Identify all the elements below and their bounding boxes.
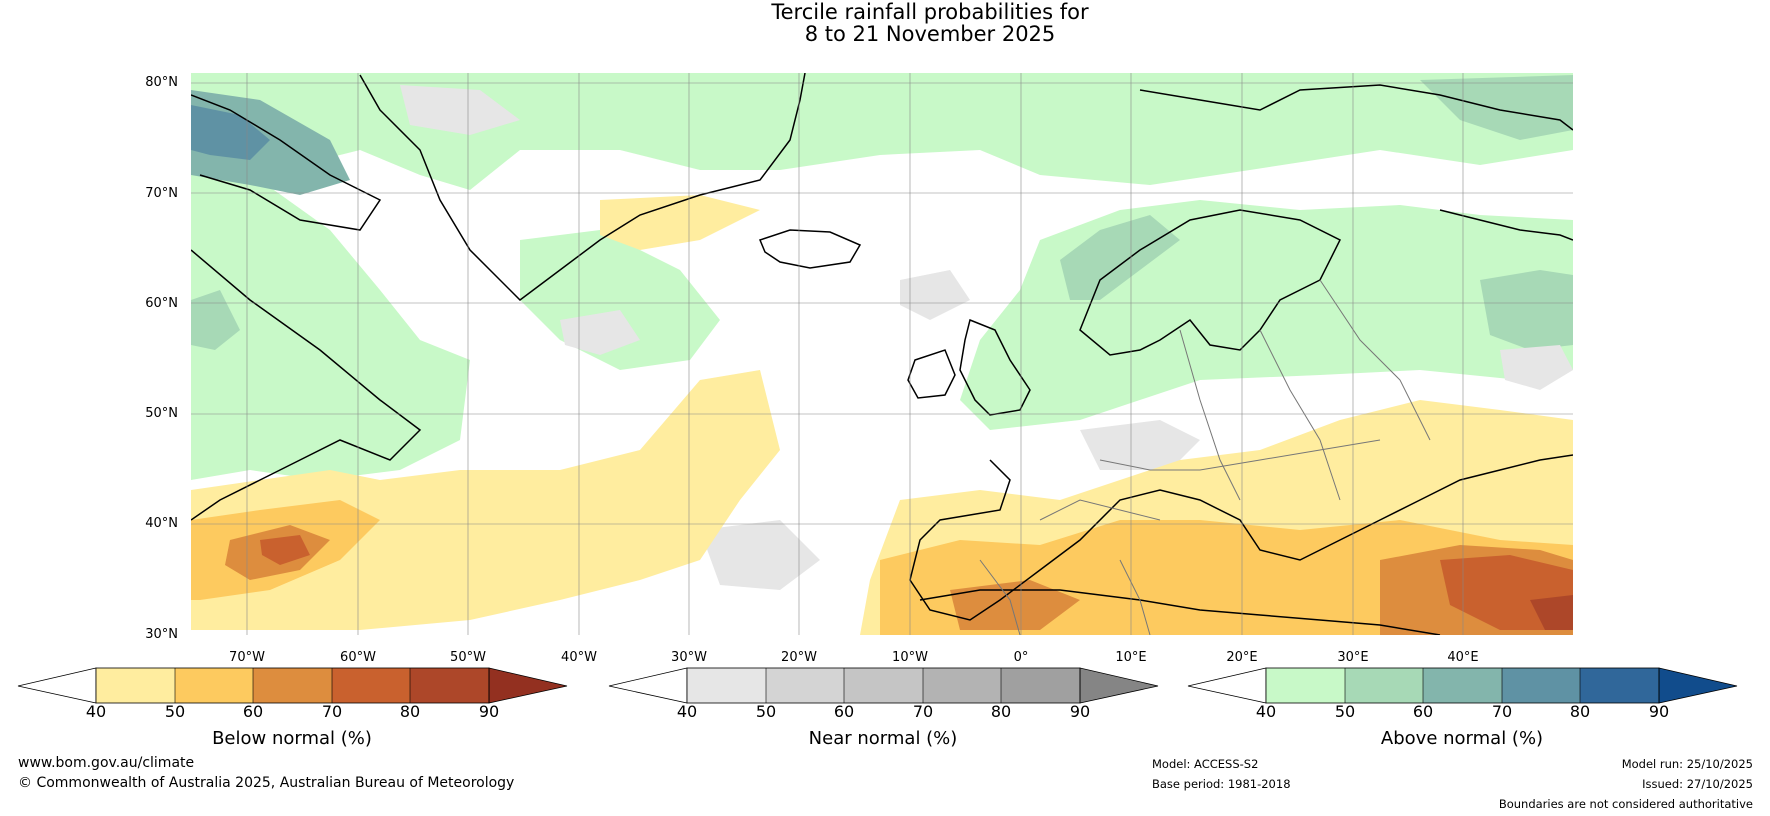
colorbar-near-normal xyxy=(608,667,1159,704)
lon-label-0: 0° xyxy=(1013,650,1029,665)
footer-disclaimer: Boundaries are not considered authoritat… xyxy=(1498,797,1753,811)
above-normal-region-labrador xyxy=(191,170,470,480)
below-normal-region-9 xyxy=(1530,595,1573,630)
lat-label-30n: 30°N xyxy=(145,627,178,642)
near-normal-label: Near normal (%) xyxy=(808,728,958,749)
map-title-line-1: Tercile rainfall probabilities for xyxy=(771,0,1089,24)
lon-label-40e: 40°E xyxy=(1447,650,1479,665)
coastline-scandinavia xyxy=(1079,209,1342,356)
border-4 xyxy=(1099,439,1381,471)
lon-label-60w: 60°W xyxy=(340,650,376,665)
above-tick-60: 60 xyxy=(1412,702,1434,721)
below-normal-label: Below normal (%) xyxy=(212,728,372,749)
lat-label-80n: 80°N xyxy=(145,75,178,90)
footer-website: www.bom.gov.au/climate xyxy=(18,755,195,771)
coastline-iceland xyxy=(758,229,862,269)
above-normal-region-arctic-dark xyxy=(1420,75,1573,140)
above-tick-90: 90 xyxy=(1648,702,1670,721)
below-tick-80: 80 xyxy=(399,702,421,721)
above-normal-region-russia xyxy=(1480,270,1573,350)
lat-label-40n: 40°N xyxy=(145,516,178,531)
near-tick-40: 40 xyxy=(676,702,698,721)
coastline-britain xyxy=(959,318,1031,416)
above-tick-70: 70 xyxy=(1491,702,1513,721)
lon-label-10w: 10°W xyxy=(892,650,928,665)
lon-label-70w: 70°W xyxy=(229,650,265,665)
below-tick-60: 60 xyxy=(242,702,264,721)
above-normal-region-norway xyxy=(1060,215,1180,300)
border-6 xyxy=(979,559,1021,635)
near-normal-region-1 xyxy=(400,85,520,135)
lon-label-50w: 50°W xyxy=(450,650,486,665)
below-tick-40: 40 xyxy=(85,702,107,721)
above-normal-label: Above normal (%) xyxy=(1380,728,1544,749)
footer-base-period: Base period: 1981-2018 xyxy=(1152,777,1291,791)
lon-label-40w: 40°W xyxy=(561,650,597,665)
lon-label-30e: 30°E xyxy=(1337,650,1369,665)
near-tick-80: 80 xyxy=(990,702,1012,721)
above-tick-80: 80 xyxy=(1569,702,1591,721)
coastline-europe-west xyxy=(909,454,1573,621)
above-tick-50: 50 xyxy=(1334,702,1356,721)
border-7 xyxy=(1119,559,1151,635)
above-tick-40: 40 xyxy=(1255,702,1277,721)
below-tick-50: 50 xyxy=(164,702,186,721)
near-tick-90: 90 xyxy=(1069,702,1091,721)
coastline-labrador xyxy=(191,249,422,521)
footer-copyright: © Commonwealth of Australia 2025, Austra… xyxy=(18,775,515,791)
near-normal-region-5 xyxy=(560,310,640,355)
above-normal-region-baffin-darkest xyxy=(191,105,270,160)
near-normal-region-2 xyxy=(1080,420,1200,470)
lon-label-30w: 30°W xyxy=(671,650,707,665)
coastline-white-sea xyxy=(1439,209,1573,241)
lat-label-60n: 60°N xyxy=(145,296,178,311)
near-tick-50: 50 xyxy=(755,702,777,721)
map-gridlines xyxy=(191,73,1573,635)
coastline-greenland xyxy=(359,73,806,301)
border-1 xyxy=(1179,329,1241,501)
border-2 xyxy=(1259,329,1341,501)
near-normal-region-6 xyxy=(1500,345,1573,390)
below-normal-region-8 xyxy=(260,535,310,565)
near-normal-region-4 xyxy=(900,270,970,320)
footer-issued: Issued: 27/10/2025 xyxy=(1642,777,1753,791)
above-normal-region-arctic xyxy=(191,73,1573,190)
colorbar-above-normal xyxy=(1187,667,1738,704)
near-tick-70: 70 xyxy=(912,702,934,721)
lon-label-20e: 20°E xyxy=(1226,650,1258,665)
border-3 xyxy=(1319,279,1431,441)
coastline-ireland xyxy=(907,349,956,399)
near-normal-region-3 xyxy=(700,520,820,590)
coastline-russia-arctic xyxy=(1139,84,1573,131)
footer-model-run: Model run: 25/10/2025 xyxy=(1621,757,1753,771)
colorbar-below-normal xyxy=(17,667,568,704)
border-5 xyxy=(1039,499,1161,521)
near-tick-60: 60 xyxy=(833,702,855,721)
below-normal-region-iceland-sw xyxy=(600,195,760,250)
coastline-north-africa xyxy=(919,589,1441,635)
below-tick-90: 90 xyxy=(478,702,500,721)
footer-model: Model: ACCESS-S2 xyxy=(1152,757,1259,771)
lon-label-20w: 20°W xyxy=(781,650,817,665)
below-tick-70: 70 xyxy=(321,702,343,721)
lat-label-70n: 70°N xyxy=(145,186,178,201)
coastline-baffin-island xyxy=(191,94,382,231)
below-normal-region-6 xyxy=(950,580,1080,630)
below-normal-region-west-atlantic xyxy=(191,370,780,630)
lon-label-10e: 10°E xyxy=(1115,650,1147,665)
above-normal-region-greenland-sw xyxy=(191,290,240,350)
lat-label-50n: 50°N xyxy=(145,406,178,421)
map-title-line-2: 8 to 21 November 2025 xyxy=(804,22,1056,46)
